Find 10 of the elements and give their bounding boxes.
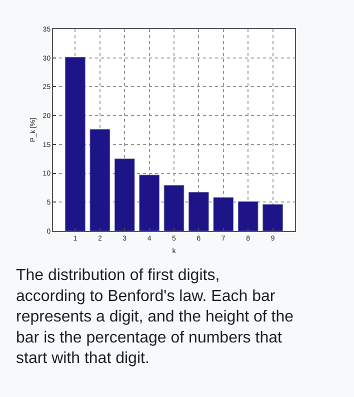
bar	[188, 192, 209, 231]
bar	[114, 158, 135, 231]
bar	[213, 197, 234, 231]
text: The distribution of first digits, according to Benford's law. Each bar represents a digit, and the height of the bar is the percentage of numbers that start with that digit.	[16, 267, 294, 368]
bar	[90, 129, 110, 231]
bar	[262, 204, 283, 231]
bar	[238, 201, 258, 231]
bar	[65, 57, 86, 231]
bar	[164, 185, 184, 231]
bar	[139, 174, 160, 231]
